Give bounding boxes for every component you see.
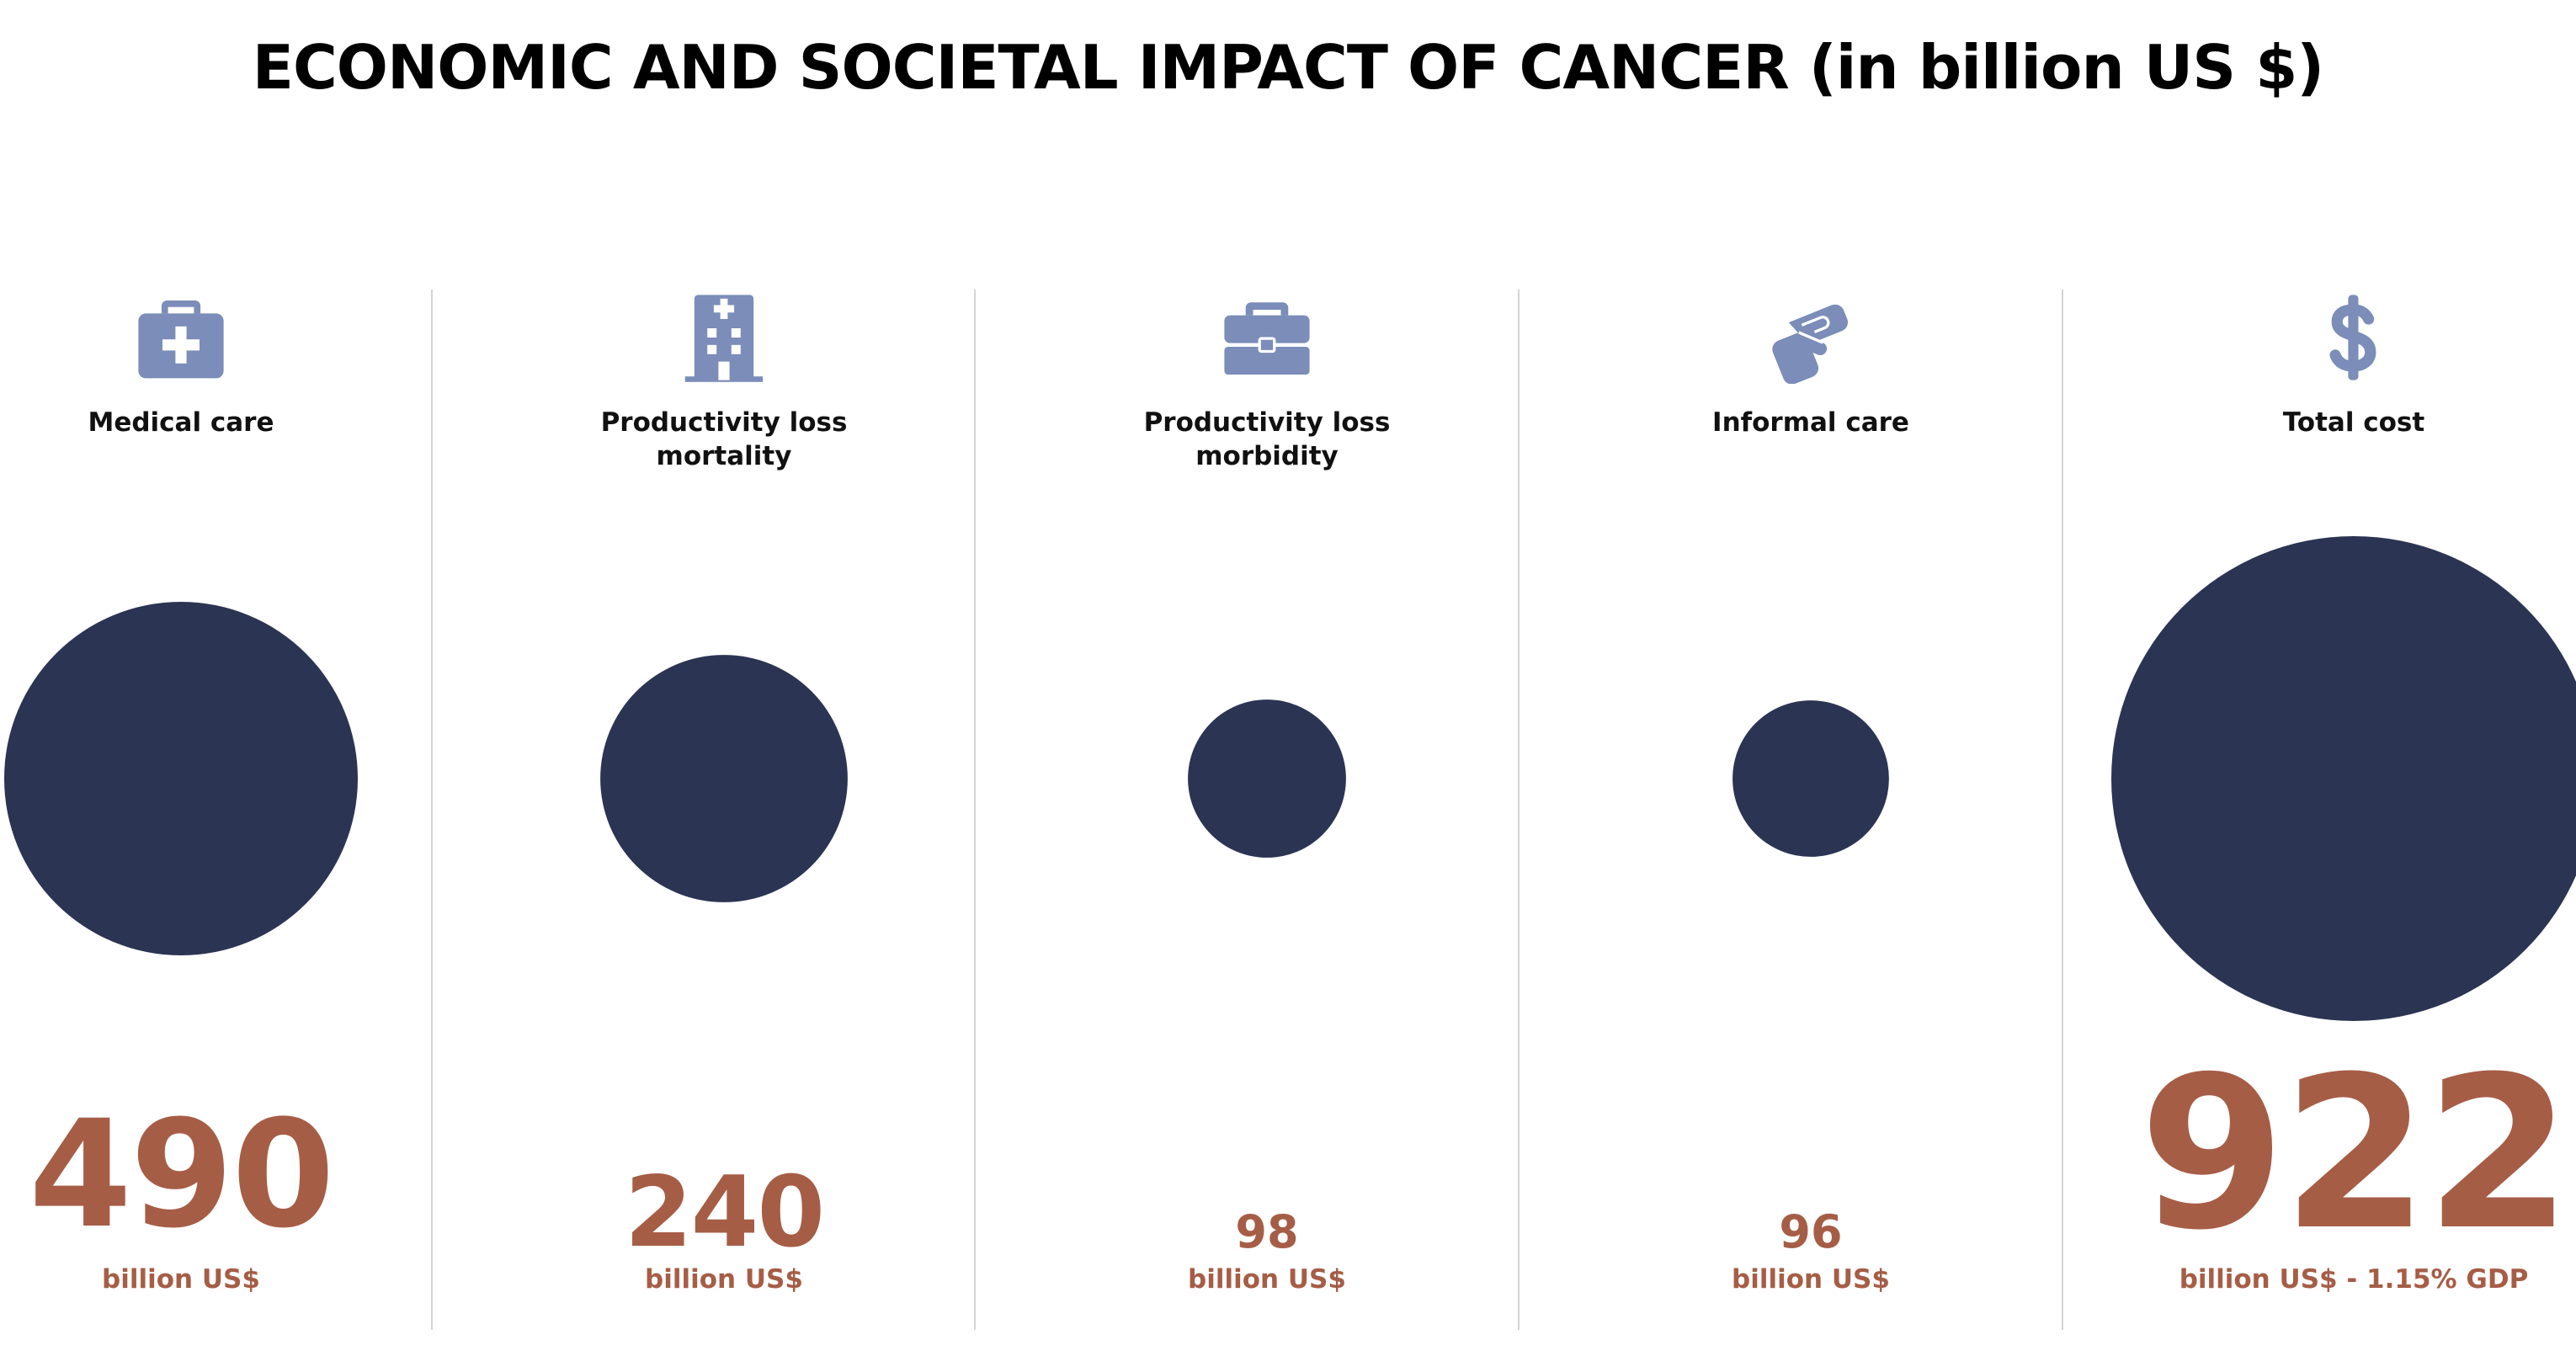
category-unit: billion US$ [645, 1264, 803, 1295]
column-divider [431, 290, 433, 1330]
helping-hands-icon [1772, 304, 1849, 384]
chart-title: ECONOMIC AND SOCIETAL IMPACT OF CANCER (… [252, 32, 2324, 103]
category-unit: billion US$ [1732, 1264, 1890, 1295]
category-unit: billion US$ [102, 1264, 260, 1295]
category-column-productivity-loss-morbidity: Productivity loss morbidity 98 billion U… [1035, 0, 1574, 1372]
column-divider [1518, 290, 1520, 1330]
category-unit: billion US$ [1188, 1264, 1346, 1295]
category-unit: billion US$ - 1.15% GDP [2179, 1264, 2529, 1295]
category-value: 922 [2139, 1031, 2572, 1276]
bubble-total-cost [2111, 536, 2576, 1021]
category-column-total-cost: Total cost 922 billion US$ - 1.15% GDP [2122, 0, 2576, 1372]
category-label: Productivity loss mortality [600, 407, 848, 471]
bubble-productivity-loss-mortality [600, 655, 848, 902]
category-label: Total cost [2282, 407, 2425, 438]
bubble-informal-care [1732, 700, 1889, 857]
briefcase-icon [1224, 302, 1310, 375]
category-label: Medical care [88, 407, 274, 438]
category-value: 490 [29, 1088, 334, 1261]
column-divider [974, 290, 976, 1330]
category-column-productivity-loss-mortality: Productivity loss mortality 240 billion … [492, 0, 1031, 1372]
category-label: Productivity loss morbidity [1143, 407, 1391, 471]
category-value: 96 [1779, 1205, 1843, 1258]
bubble-medical-care [4, 602, 358, 955]
hospital-building-icon [684, 295, 764, 382]
bubble-productivity-loss-morbidity [1188, 699, 1346, 858]
category-value: 240 [624, 1156, 825, 1269]
category-column-medical-care: Medical care 490 billion US$ [0, 0, 488, 1372]
category-label: Informal care [1712, 407, 1909, 438]
category-column-informal-care: Informal care 96 billion US$ [1579, 0, 2118, 1372]
category-value: 98 [1235, 1205, 1299, 1258]
medical-kit-icon [138, 300, 224, 379]
column-divider [2062, 290, 2063, 1330]
dollar-icon [2329, 295, 2376, 380]
